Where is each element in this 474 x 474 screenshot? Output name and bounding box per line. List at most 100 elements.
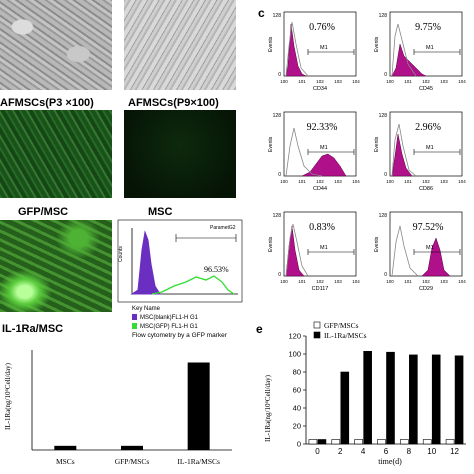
histogram-xtick: 102 (422, 79, 430, 84)
bar-il-1ra-mscs-day-2 (340, 371, 350, 445)
gfp-msc-fluorescence (0, 110, 112, 198)
bar-gfp-mscs-day-8 (400, 439, 409, 445)
histogram-xtick: 104 (352, 179, 360, 184)
bar-mscs (54, 445, 77, 450)
histogram-ymax: 128 (379, 13, 388, 19)
histogram-xtick: 102 (316, 79, 324, 84)
histogram-curves (285, 223, 309, 277)
histogram-ylabel: Events (374, 236, 380, 252)
histogram-marker-label: CD45 (419, 86, 433, 92)
histogram-cd29: 128 0 Events M1 97.52% 100 101 102 103 104 CD29 (374, 211, 466, 292)
histogram-xtick: 101 (404, 279, 412, 284)
bar-gfp-mscs-day-12 (445, 439, 455, 445)
histogram-fill (391, 133, 413, 177)
gate-label: M1 (320, 145, 328, 151)
gate-label: M1 (426, 145, 434, 151)
gfp-percent-label: 96.53% (204, 265, 229, 274)
bar-il-1ra-mscs (187, 362, 210, 450)
histogram-xtick: 101 (404, 179, 412, 184)
histogram-xtick: 104 (458, 179, 466, 184)
legend-swatch-1 (313, 331, 321, 339)
afmscs-p9-caption: AFMSCs(P9×100) (128, 97, 219, 109)
gate-label: M1 (426, 245, 434, 251)
histogram-xtick: 102 (316, 279, 324, 284)
bar-il-1ra-mscs-day-8 (409, 354, 418, 445)
gfp-flow-cytometry: Counts ParametG2 96.53% Key Name MSC(bla… (117, 219, 243, 339)
bar-gfp-mscs-day-2 (331, 439, 341, 445)
histogram-ylabel: Events (374, 36, 380, 52)
histogram-ymin: 0 (278, 172, 281, 178)
histogram-xtick: 103 (334, 79, 342, 84)
histogram-fill (391, 43, 427, 77)
gate-label: M1 (320, 245, 328, 251)
bar-gfp-mscs-day-4 (354, 439, 363, 445)
x-tick-label: 12 (450, 447, 459, 456)
bar-il-1ra-mscs-day-12 (454, 355, 464, 445)
gfp-legend-swatch-blank (132, 314, 137, 320)
y-tick-label: 0 (297, 440, 301, 449)
histogram-ymin: 0 (384, 72, 387, 78)
histogram-xtick: 104 (352, 79, 360, 84)
histogram-xtick: 100 (280, 179, 288, 184)
histogram-fill (421, 237, 451, 277)
bar-il-1ra-mscs-day-0 (317, 439, 327, 445)
bar-il-1ra-mscs-day-4 (363, 350, 372, 445)
histogram-fill (301, 153, 347, 177)
histogram-cd44: 128 0 Events M1 92.33% 100 101 102 103 104 CD44 (268, 111, 360, 192)
histogram-ylabel: Events (374, 136, 380, 152)
histogram-ymax: 128 (273, 113, 282, 119)
histogram-xtick: 100 (280, 79, 288, 84)
histogram-ymax: 128 (273, 13, 282, 19)
histogram-percent: 0.76% (309, 22, 335, 33)
gfp-flow-ylabel: Counts (118, 246, 124, 262)
histogram-curves (391, 225, 451, 277)
bar-il-1ra-mscs-day-6 (386, 351, 395, 445)
histogram-xtick: 101 (298, 79, 306, 84)
histogram-percent: 97.52% (413, 222, 444, 233)
histogram-fill (285, 23, 307, 77)
histogram-curves (391, 23, 427, 77)
histogram-percent: 9.75% (415, 22, 441, 33)
histogram-frame (389, 211, 463, 277)
gfp-flow-caption: Flow cytometry by a GFP marker (132, 332, 228, 339)
category-label: GFP/MSCs (115, 457, 150, 466)
il1ra-msc-fluorescence (0, 220, 112, 312)
histogram-xtick: 104 (352, 279, 360, 284)
histogram-outline (285, 21, 309, 77)
x-axis-label: time(d) (378, 457, 402, 466)
gfp-msc-caption: GFP/MSC (18, 206, 69, 218)
y-tick-label: 60 (293, 386, 301, 395)
y-axis-label: IL-1Ra(ng/10⁶Cell/day) (4, 362, 12, 430)
y-tick-label: 120 (288, 332, 301, 341)
histogram-xtick: 101 (298, 179, 306, 184)
category-label: IL-1Ra/MSCs (177, 457, 220, 466)
histogram-xtick: 102 (422, 179, 430, 184)
x-tick-label: 8 (407, 447, 412, 456)
histogram-xtick: 101 (298, 279, 306, 284)
histogram-xtick: 100 (280, 279, 288, 284)
bar-gfp-mscs-day-0 (308, 439, 318, 445)
histogram-xtick: 102 (422, 279, 430, 284)
histogram-ylabel: Events (268, 136, 274, 152)
gfp-flow-header: ParametG2 (210, 225, 236, 231)
histogram-cd86: 128 0 Events M1 2.96% 100 101 102 103 104 CD86 (374, 111, 466, 192)
y-axis-label: IL-1Ra(ng/10⁶Cell/day) (264, 374, 272, 442)
bar-gfp-mscs-day-6 (377, 439, 386, 445)
panel-e-letter: e (256, 322, 263, 336)
x-tick-label: 4 (361, 447, 366, 456)
histogram-marker-label: CD86 (419, 186, 433, 192)
histogram-ymax: 128 (273, 213, 282, 219)
legend-label-0: GFP/MSCs (324, 321, 359, 330)
x-tick-label: 2 (338, 447, 343, 456)
histogram-marker-label: CD29 (419, 286, 433, 292)
histogram-xtick: 101 (404, 79, 412, 84)
histogram-outline (391, 123, 417, 177)
histogram-xtick: 100 (386, 179, 394, 184)
il1ra-time-course-chart: 0 20 40 60 80 100 120 IL-1Ra(ng/10⁶Cell/day) 0 2 4… (264, 321, 466, 466)
histogram-outline (391, 225, 419, 277)
histogram-xtick: 103 (440, 179, 448, 184)
y-tick-label: 100 (288, 350, 301, 359)
gate-label: M1 (426, 45, 434, 51)
gfp-positive-histogram (151, 275, 235, 295)
msc-fluorescence (124, 110, 236, 198)
